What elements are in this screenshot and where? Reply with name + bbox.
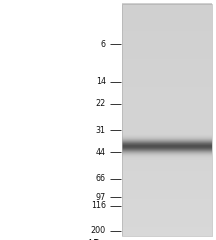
- Text: 22: 22: [96, 99, 106, 108]
- Text: kDa: kDa: [88, 239, 106, 240]
- Text: 97: 97: [96, 193, 106, 202]
- Text: 6: 6: [101, 40, 106, 49]
- Text: 116: 116: [91, 201, 106, 210]
- Text: 14: 14: [96, 77, 106, 86]
- Text: 31: 31: [96, 126, 106, 135]
- Text: 44: 44: [96, 148, 106, 157]
- Bar: [122, 4, 212, 236]
- Text: 66: 66: [96, 174, 106, 183]
- Text: 200: 200: [91, 226, 106, 235]
